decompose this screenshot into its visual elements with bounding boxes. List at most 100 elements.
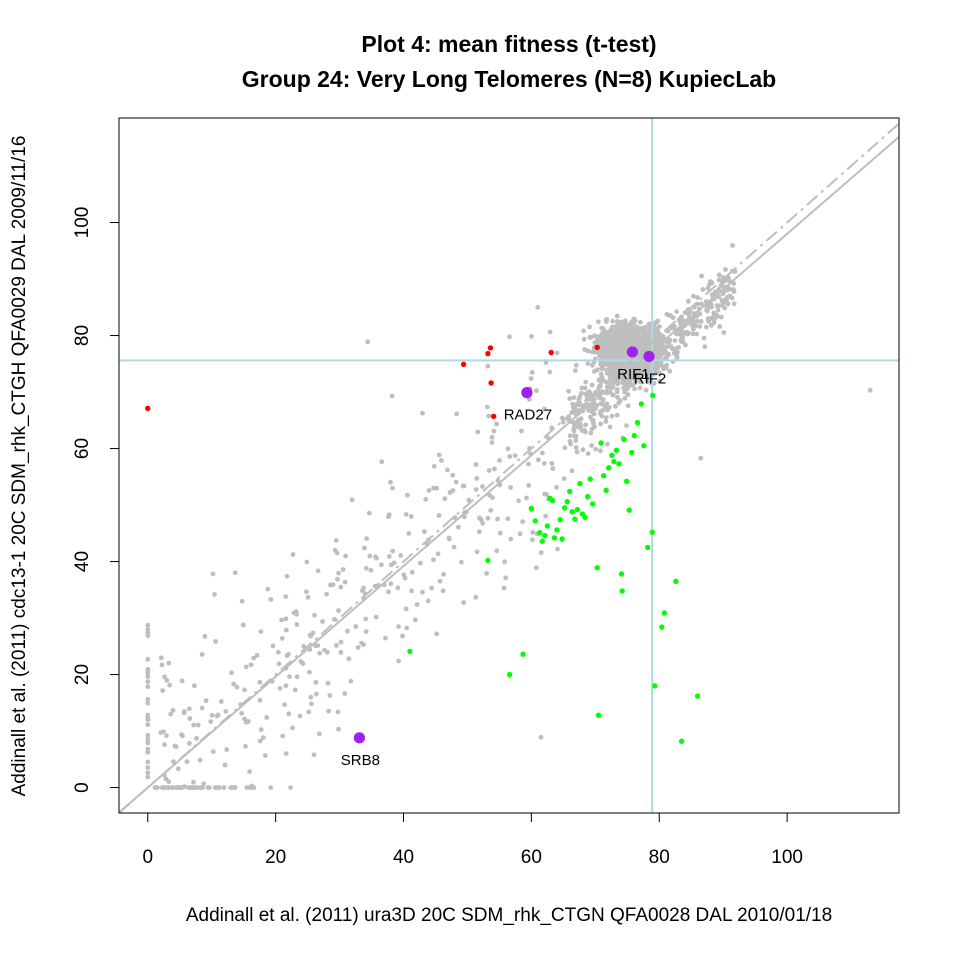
green-point xyxy=(629,449,635,456)
background-point xyxy=(338,650,344,655)
background-point xyxy=(603,415,609,420)
background-point xyxy=(145,674,151,679)
gene-label-rif1: RIF1 xyxy=(617,366,650,383)
background-point xyxy=(684,329,689,335)
background-point xyxy=(625,385,631,391)
background-point xyxy=(488,508,494,513)
background-point xyxy=(536,457,541,463)
green-point xyxy=(569,509,575,515)
background-point xyxy=(145,622,151,628)
background-point xyxy=(582,385,588,391)
background-point xyxy=(213,639,219,644)
background-point xyxy=(647,361,652,366)
background-point xyxy=(429,585,435,591)
background-point xyxy=(145,667,151,673)
background-point xyxy=(644,379,650,384)
green-point xyxy=(506,671,513,678)
background-point xyxy=(459,559,464,565)
background-point xyxy=(361,642,366,647)
background-point xyxy=(620,344,626,350)
background-point xyxy=(286,711,292,717)
background-point xyxy=(573,362,579,368)
background-point xyxy=(466,497,472,503)
background-point xyxy=(602,404,608,410)
green-point xyxy=(616,461,622,467)
background-point xyxy=(600,326,606,332)
background-point xyxy=(633,330,639,336)
background-point xyxy=(719,314,724,320)
background-point xyxy=(707,282,712,287)
background-point xyxy=(680,329,685,335)
background-point xyxy=(528,376,534,381)
background-point xyxy=(485,515,491,521)
green-point xyxy=(652,683,658,689)
background-point xyxy=(589,426,595,432)
background-point xyxy=(315,568,321,574)
green-point xyxy=(594,565,600,571)
background-point xyxy=(163,776,169,782)
background-point xyxy=(622,339,628,345)
green-point xyxy=(567,488,573,495)
background-point xyxy=(571,423,577,429)
green-point xyxy=(598,440,604,446)
background-point xyxy=(615,350,621,356)
background-point xyxy=(637,354,643,360)
background-point xyxy=(561,476,567,481)
background-point xyxy=(270,643,276,649)
background-point xyxy=(607,424,613,430)
green-point xyxy=(584,493,591,500)
background-point xyxy=(494,421,499,427)
background-point xyxy=(202,634,208,639)
green-point xyxy=(621,436,627,443)
background-point xyxy=(403,512,409,517)
background-point xyxy=(645,332,650,338)
background-point xyxy=(589,382,595,388)
background-point xyxy=(338,584,344,590)
background-point xyxy=(363,629,369,634)
background-point xyxy=(212,592,217,597)
equality-line xyxy=(119,122,899,813)
background-point xyxy=(423,496,429,502)
background-point xyxy=(152,785,158,790)
background-point xyxy=(695,318,700,324)
background-point xyxy=(646,375,652,380)
background-point xyxy=(495,478,501,483)
background-point xyxy=(324,591,329,597)
background-point xyxy=(232,570,238,576)
background-point xyxy=(620,330,626,336)
background-point xyxy=(581,328,586,334)
background-point xyxy=(655,355,661,361)
reference-lines-layer xyxy=(119,118,899,813)
background-point xyxy=(566,388,572,394)
background-point xyxy=(615,394,620,400)
background-point xyxy=(304,559,310,565)
background-point xyxy=(622,389,627,395)
background-point xyxy=(606,362,611,368)
background-point xyxy=(697,324,703,329)
background-point xyxy=(191,722,197,728)
background-point xyxy=(215,712,221,718)
background-point xyxy=(342,691,348,696)
background-point xyxy=(425,598,431,604)
background-point xyxy=(194,736,199,741)
background-point xyxy=(579,390,584,396)
green-point xyxy=(613,447,620,453)
background-point xyxy=(598,333,604,339)
background-point xyxy=(325,680,331,686)
background-point xyxy=(368,567,374,573)
background-point xyxy=(533,565,539,571)
background-point xyxy=(646,323,652,328)
green-point xyxy=(532,518,538,524)
background-point xyxy=(594,403,599,408)
background-point xyxy=(199,652,205,657)
background-point xyxy=(501,585,507,591)
background-point xyxy=(162,674,168,680)
background-point xyxy=(567,396,573,402)
background-point xyxy=(258,629,264,634)
background-point xyxy=(187,741,192,746)
background-point xyxy=(195,722,201,728)
background-point xyxy=(616,400,622,406)
background-point xyxy=(336,570,341,576)
background-point xyxy=(224,747,230,752)
